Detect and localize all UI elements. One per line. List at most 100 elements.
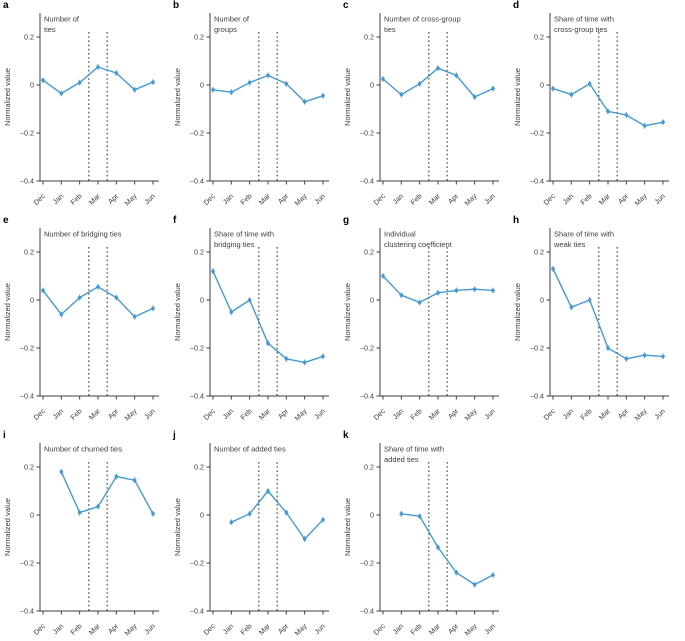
chart-h: 0.2 0 −0.2 −0.4 Dec Jan Feb Mar Apr May Jun Normali…	[513, 228, 669, 423]
panel-title: groups	[214, 25, 237, 34]
data-point	[96, 285, 100, 289]
y-tick-label: −0.2	[190, 129, 204, 138]
x-tick-label: Mar	[427, 621, 443, 637]
panel-title: Individual	[384, 230, 416, 239]
x-tick-label: Dec	[202, 406, 218, 422]
data-point	[266, 489, 270, 493]
y-axis-label: Normalized value	[3, 68, 12, 126]
x-tick-label: Feb	[68, 192, 83, 207]
y-tick-label: 0	[370, 511, 374, 520]
y-axis-label: Normalized value	[173, 498, 182, 556]
x-tick-label: May	[633, 406, 649, 422]
x-tick-label: Jun	[312, 622, 327, 637]
x-tick-label: Mar	[427, 191, 443, 207]
x-tick-label: Jan	[51, 192, 66, 207]
x-tick-label: Feb	[238, 192, 253, 207]
y-axis-label: Normalized value	[513, 283, 522, 341]
panel-e: e 0.2 0 −0.2 −0.4 Dec Jan Feb Mar Apr May Jun Normal…	[0, 215, 170, 430]
panel-title: Number of cross-group	[384, 15, 461, 24]
data-point	[151, 80, 155, 84]
x-tick-label: Jan	[221, 407, 236, 422]
y-axis-label: Normalized value	[3, 498, 12, 556]
data-point	[266, 341, 270, 345]
y-tick-label: −0.4	[530, 177, 544, 186]
panel-title: Number of bridging ties	[44, 230, 122, 239]
x-tick-label: May	[293, 621, 309, 637]
data-point	[41, 288, 45, 293]
y-tick-label: −0.4	[190, 392, 204, 401]
y-tick-label: 0	[30, 81, 34, 90]
y-tick-label: 0.2	[194, 463, 204, 472]
y-tick-label: 0	[370, 81, 374, 90]
data-point	[399, 92, 404, 97]
x-tick-label: Feb	[408, 622, 423, 637]
y-tick-label: 0.2	[24, 33, 34, 42]
chart-k: 0.2 0 −0.2 −0.4 Dec Jan Feb Mar Apr May Jun Normali…	[343, 443, 499, 638]
panel-letter-g: g	[343, 215, 350, 226]
data-point	[229, 90, 234, 94]
data-line	[42, 286, 154, 318]
data-point	[77, 295, 82, 300]
x-tick-label: Dec	[32, 621, 48, 637]
y-tick-label: 0.2	[194, 248, 204, 257]
x-tick-label: Apr	[106, 191, 121, 206]
data-point	[491, 573, 495, 577]
panel-k: k 0.2 0 −0.2 −0.4 Dec Jan Feb Mar Apr May Jun Normal…	[340, 430, 510, 641]
data-line	[400, 513, 494, 586]
x-tick-label: Apr	[106, 621, 121, 636]
panel-title: Number of added ties	[214, 445, 286, 454]
x-tick-label: May	[123, 191, 139, 207]
data-line	[552, 83, 664, 127]
x-tick-label: Jun	[652, 407, 667, 422]
data-line	[382, 275, 494, 304]
data-point	[381, 77, 385, 81]
x-tick-label: Apr	[276, 621, 291, 636]
x-tick-label: Mar	[87, 191, 103, 207]
x-tick-label: Feb	[68, 407, 83, 422]
data-point	[436, 291, 440, 295]
panel-title: Number of	[214, 15, 250, 24]
data-point	[472, 287, 477, 291]
x-tick-label: Feb	[68, 622, 83, 637]
data-point	[454, 288, 459, 293]
x-tick-label: Jan	[561, 407, 576, 422]
x-tick-label: Dec	[32, 191, 48, 207]
data-point	[247, 80, 252, 85]
x-tick-label: Apr	[106, 406, 121, 421]
data-line	[42, 66, 154, 95]
y-tick-label: 0.2	[24, 248, 34, 257]
data-point	[381, 274, 385, 278]
y-axis-label: Normalized value	[173, 283, 182, 341]
y-tick-label: −0.2	[360, 559, 374, 568]
x-tick-label: Feb	[578, 192, 593, 207]
y-tick-label: −0.2	[20, 344, 34, 353]
y-axis-label: Normalized value	[343, 498, 352, 556]
data-point	[284, 82, 289, 86]
x-tick-label: Dec	[202, 191, 218, 207]
x-tick-label: May	[463, 621, 479, 637]
x-tick-label: Jan	[51, 407, 66, 422]
data-point	[642, 353, 647, 357]
x-tick-label: May	[633, 191, 649, 207]
x-tick-label: Apr	[446, 406, 461, 421]
data-point	[606, 346, 610, 350]
data-point	[151, 512, 155, 516]
panel-title: ties	[384, 25, 396, 34]
y-axis-label: Normalized value	[3, 283, 12, 341]
y-axis-label: Normalized value	[513, 68, 522, 126]
y-tick-label: −0.2	[20, 129, 34, 138]
data-point	[114, 295, 119, 300]
y-tick-label: 0	[370, 296, 374, 305]
x-tick-label: Jun	[482, 192, 497, 207]
data-point	[436, 545, 440, 550]
x-tick-label: Jun	[312, 407, 327, 422]
panel-title: Number of	[44, 15, 80, 24]
y-tick-label: 0.2	[364, 248, 374, 257]
x-tick-label: Jan	[391, 407, 406, 422]
data-point	[624, 113, 629, 117]
data-point	[96, 504, 100, 509]
x-tick-label: Dec	[372, 621, 388, 637]
panel-d: d 0.2 0 −0.2 −0.4 Dec Jan Feb Mar Apr May Jun Normal…	[510, 0, 685, 215]
x-tick-label: Jun	[482, 407, 497, 422]
chart-b: 0.2 0 −0.2 −0.4 Dec Jan Feb Mar Apr May Jun Normali…	[173, 13, 329, 208]
